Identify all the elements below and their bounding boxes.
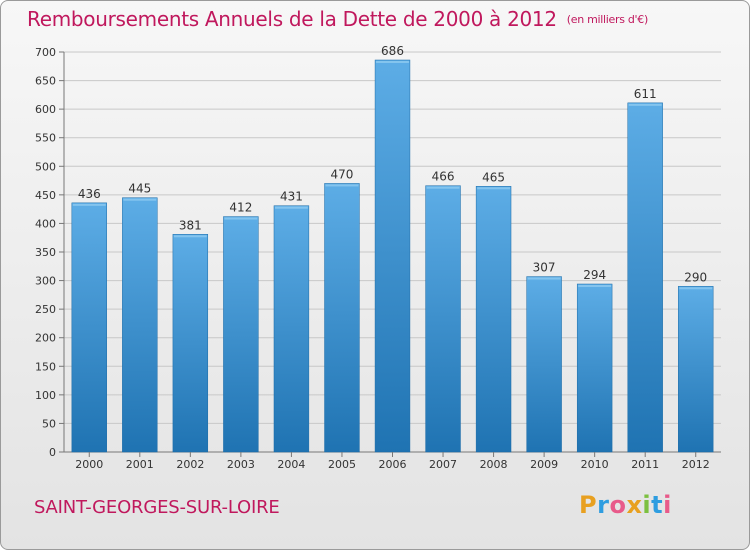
- y-tick-label: 700: [35, 46, 56, 59]
- y-tick-label: 150: [35, 360, 56, 373]
- data-label: 381: [179, 218, 202, 232]
- bar-highlight: [578, 285, 612, 287]
- x-tick-label: 2010: [581, 458, 609, 471]
- city-name: SAINT-GEORGES-SUR-LOIRE: [34, 497, 280, 518]
- data-label: 290: [684, 270, 707, 284]
- logo-letter: o: [609, 491, 627, 519]
- data-label: 307: [533, 261, 556, 275]
- bar-highlight: [72, 203, 106, 206]
- bar-2007: [425, 185, 461, 453]
- bar-highlight: [527, 277, 561, 280]
- y-tick-label: 650: [35, 75, 56, 88]
- x-axis-ticks: 2000 2001 2002 2003 2004 2005 2006 2007 2008 2009…: [75, 452, 710, 471]
- data-labels: 436 445 381 412 431 470 686 466 465 307 294 611 290: [78, 44, 707, 284]
- logo-letter: t: [651, 491, 664, 519]
- logo-letter: x: [626, 491, 643, 519]
- bar-highlight: [274, 206, 308, 209]
- y-tick-label: 500: [35, 160, 56, 173]
- bar-highlight: [325, 184, 359, 187]
- bar-highlight: [628, 103, 662, 106]
- data-label: 466: [432, 170, 455, 184]
- data-label: 465: [482, 170, 505, 184]
- bar-highlight: [477, 187, 511, 190]
- bars: [71, 59, 714, 453]
- logo-letter: i: [663, 491, 672, 519]
- y-tick-label: 300: [35, 275, 56, 288]
- bar-highlight: [679, 287, 713, 290]
- y-tick-label: 550: [35, 132, 56, 145]
- bar-highlight: [376, 61, 409, 63]
- bar-2010: [576, 283, 613, 453]
- y-tick-label: 200: [35, 332, 56, 345]
- data-label: 470: [331, 167, 354, 181]
- x-tick-label: 2006: [379, 458, 407, 471]
- data-label: 436: [78, 187, 101, 201]
- y-tick-label: 600: [35, 103, 56, 116]
- bar-2012: [678, 286, 714, 453]
- y-tick-label: 100: [35, 389, 56, 402]
- y-tick-label: 400: [35, 217, 56, 230]
- logo-letter: P: [579, 491, 598, 519]
- x-tick-label: 2005: [328, 458, 356, 471]
- bar-2002: [172, 234, 209, 453]
- bar-2004: [273, 205, 310, 453]
- bar-2000: [71, 202, 107, 453]
- x-tick-label: 2002: [176, 458, 204, 471]
- y-tick-label: 350: [35, 246, 56, 259]
- y-tick-label: 450: [35, 189, 56, 202]
- x-tick-label: 2000: [75, 458, 103, 471]
- bar-2003: [223, 216, 259, 453]
- bar-highlight: [426, 186, 460, 189]
- y-tick-label: 0: [49, 446, 56, 459]
- bar-2001: [122, 197, 158, 453]
- x-tick-label: 2011: [631, 458, 659, 471]
- logo-letter: r: [597, 491, 610, 519]
- x-tick-label: 2008: [480, 458, 508, 471]
- data-label: 611: [634, 87, 657, 101]
- bar-2008: [475, 186, 512, 453]
- x-tick-label: 2001: [126, 458, 154, 471]
- data-label: 445: [128, 182, 151, 196]
- bar-2006: [374, 59, 411, 453]
- y-tick-label: 250: [35, 303, 56, 316]
- bar-highlight: [173, 235, 207, 238]
- title-unit: (en milliers d'€): [566, 13, 648, 26]
- bar-highlight: [123, 198, 157, 201]
- chart-title: Remboursements Annuels de la Dette de 20…: [27, 7, 648, 31]
- bar-2009: [526, 276, 562, 453]
- x-tick-label: 2009: [530, 458, 558, 471]
- bar-2011: [627, 102, 663, 453]
- bar-2005: [324, 183, 360, 453]
- y-tick-label: 50: [42, 417, 56, 430]
- logo-letter: i: [642, 491, 652, 519]
- data-label: 294: [583, 268, 606, 282]
- data-label: 412: [229, 201, 252, 215]
- x-tick-label: 2007: [429, 458, 457, 471]
- x-tick-label: 2004: [277, 458, 305, 471]
- data-label: 686: [381, 44, 404, 58]
- x-tick-label: 2012: [682, 458, 710, 471]
- x-tick-label: 2003: [227, 458, 255, 471]
- data-label: 431: [280, 190, 303, 204]
- title-text: Remboursements Annuels de la Dette de 20…: [27, 7, 557, 31]
- proxiti-logo: Proxiti: [579, 491, 672, 519]
- bar-highlight: [224, 217, 258, 220]
